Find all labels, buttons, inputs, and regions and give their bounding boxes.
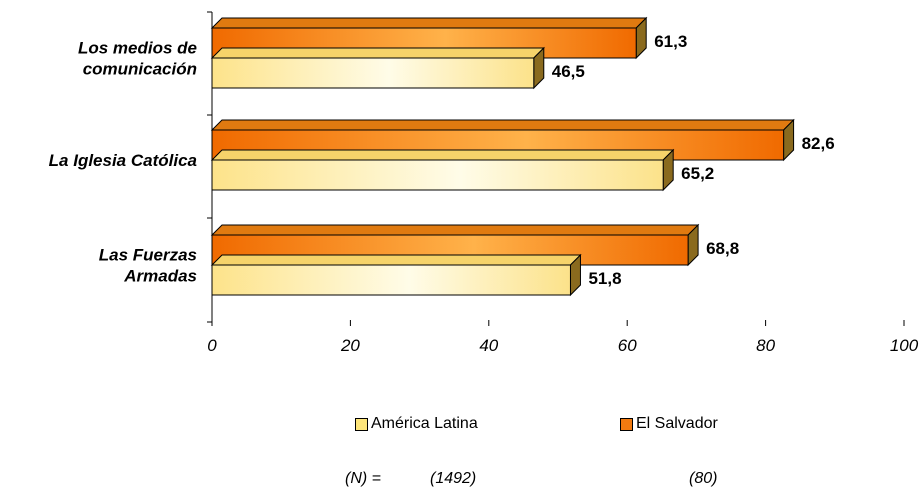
x-tick-label: 20 (340, 336, 360, 355)
data-label: 61,3 (654, 32, 687, 51)
data-label: 82,6 (802, 134, 835, 153)
legend-item-america-latina: América Latina (355, 415, 478, 433)
category-label: La Iglesia Católica (49, 151, 197, 170)
sample-size-label: (N) = (345, 470, 381, 487)
x-tick-label: 60 (618, 336, 637, 355)
bar-el-salvador-top (210, 119, 795, 131)
category-label: comunicación (83, 60, 197, 79)
legend-item-el-salvador: El Salvador (620, 415, 718, 433)
category-label: Las Fuerzas (99, 246, 197, 265)
bar-chart: 0 20 40 60 80 100 Los medios de comunicación La… (49, 11, 919, 355)
sample-size-el-salvador: (80) (689, 470, 718, 487)
bar-el-salvador-top (210, 224, 700, 236)
bar-america-latina (211, 159, 664, 191)
data-label: 46,5 (552, 62, 585, 81)
legend: América Latina El Salvador (0, 415, 923, 437)
bar-america-latina-top (210, 254, 582, 266)
x-tick-label: 40 (479, 336, 498, 355)
data-label: 68,8 (706, 239, 739, 258)
x-tick-label: 80 (756, 336, 775, 355)
bar-america-latina (211, 264, 571, 296)
x-tick-label: 0 (207, 336, 217, 355)
sample-size-america-latina: (1492) (430, 470, 477, 487)
data-label: 65,2 (681, 164, 714, 183)
legend-label-el-salvador: El Salvador (636, 415, 718, 432)
bar-america-latina-top (210, 47, 545, 59)
legend-swatch-el-salvador (620, 417, 633, 431)
legend-swatch-america-latina (355, 417, 368, 431)
bar-america-latina (211, 57, 535, 89)
bar-el-salvador-top (210, 17, 648, 29)
legend-label-america-latina: América Latina (371, 415, 478, 432)
data-label: 51,8 (588, 269, 621, 288)
bar-america-latina-top (210, 149, 675, 161)
category-label: Los medios de (78, 39, 197, 58)
category-label: Armadas (123, 267, 197, 286)
x-tick-label: 100 (890, 336, 919, 355)
